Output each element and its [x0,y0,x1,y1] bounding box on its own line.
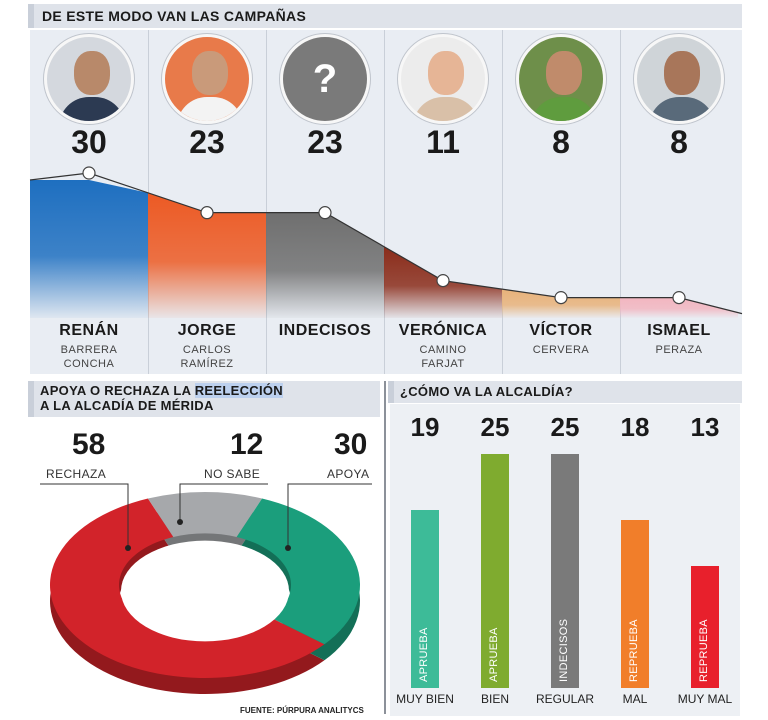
donut-segment [236,498,361,645]
area-segment [620,297,738,318]
title-text: APOYA O RECHAZA LA [40,383,195,398]
section-title-alcaldia: ¿CÓMO VA LA ALCALDÍA? [388,381,742,403]
source-note: FUENTE: PÚRPURA ANALITYCS [240,706,364,715]
donut-label-no-sabe: NO SABE [204,467,261,481]
leader-dot [177,519,183,525]
bar [481,454,509,688]
candidate-name: VÍCTOR [529,322,593,339]
bar [551,454,579,688]
bar-value: 13 [690,412,720,442]
candidate-photo-victor [516,34,606,124]
column-divider [502,30,503,374]
candidate-value: 11 [426,124,460,160]
candidate-value: 23 [307,124,343,160]
candidate-surname: FARJAT [421,358,465,370]
bar-inner-label: REPRUEBA [628,619,640,682]
data-point [82,166,96,180]
column-divider [266,30,267,374]
section-title-campaigns: DE ESTE MODO VAN LAS CAMPAÑAS [28,4,742,28]
area-line [29,172,743,315]
candidate-value: 8 [670,124,688,160]
column-divider [620,30,621,374]
bar-inner-label: INDECISOS [558,618,570,682]
area-segment [148,192,266,318]
candidate-name: INDECISOS [278,322,372,339]
donut-segment [50,498,325,678]
candidate-surname: CERVERA [532,344,590,356]
data-point [554,291,568,305]
donut-value-rechaza: 58 [72,428,106,461]
candidate-surname: CARLOS [182,344,232,356]
data-point [436,274,450,288]
donut-label-rechaza: RECHAZA [46,467,107,481]
bar [621,519,649,688]
leader-dot [285,545,291,551]
question-mark-icon: ? [280,34,370,124]
donut-label-apoya: APOYA [327,467,370,481]
leader-line [179,483,268,522]
candidate-value: 8 [552,124,570,160]
leader-line [40,483,129,548]
bar-value: 19 [410,412,440,442]
candidate-photo-renan [44,34,134,124]
candidate-photo-ismael [634,34,724,124]
data-point [672,291,686,305]
bar-category: MAL [622,692,648,706]
section-title-reelection: APOYA O RECHAZA LA REELECCIÓN A LA ALCAD… [28,381,380,417]
bar-value: 18 [620,412,650,442]
data-point [318,206,332,220]
bar-inner-label: REPRUEBA [698,619,710,682]
title-text: A LA ALCADÍA DE MÉRIDA [40,398,214,413]
donut-hole [121,540,289,642]
bar-value: 25 [480,412,510,442]
donut-segment [147,492,263,538]
candidate-surname: CAMINO [419,344,467,356]
candidate-surname: PERAZA [655,344,703,356]
candidate-value: 23 [189,124,225,160]
candidate-photo-veronica [398,34,488,124]
bar-category: MUY MAL [677,692,733,706]
candidate-value: 30 [71,124,107,160]
donut-value-apoya: 30 [334,428,368,461]
candidate-name: VERÓNICA [398,322,488,339]
candidate-surname: CONCHA [63,358,115,370]
candidate-photo-jorge [162,34,252,124]
bar-category: BIEN [480,692,509,706]
leader-dot [125,545,131,551]
section-divider [384,381,386,714]
area-segment [266,212,384,318]
title-highlight: REELECCIÓN [194,383,283,398]
candidate-name: JORGE [177,322,237,339]
donut-value-no-sabe: 12 [230,428,264,461]
candidate-surname: BARRERA [60,344,118,356]
data-point [200,206,214,220]
bar-inner-label: APRUEBA [418,627,430,682]
candidate-name: RENÁN [59,322,119,339]
bar [691,566,719,688]
bar-category: REGULAR [535,692,594,706]
candidate-surname: RAMÍREZ [180,358,234,370]
column-divider [384,30,385,374]
candidate-name: ISMAEL [647,322,711,339]
area-segment [30,180,148,318]
leader-line [287,483,372,548]
bar-category: MUY BIEN [396,692,454,706]
bar [411,510,439,688]
bar-inner-label: APRUEBA [488,627,500,682]
bar-value: 25 [550,412,580,442]
